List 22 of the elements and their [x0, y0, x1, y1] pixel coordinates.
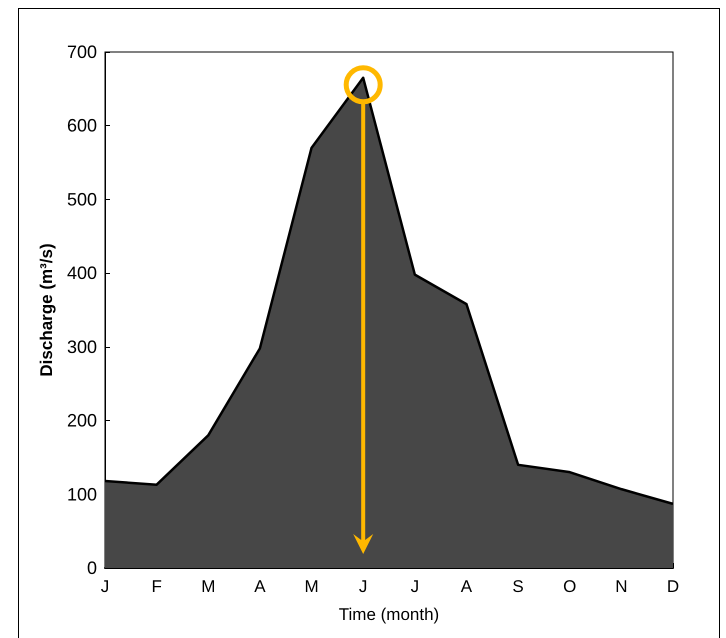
y-axis-title: Discharge (m³/s) — [37, 243, 56, 377]
y-tick-label: 200 — [66, 410, 97, 431]
y-tick-label: 600 — [66, 116, 97, 136]
x-axis-title: Time (month) — [338, 605, 440, 624]
x-tick-label: M — [201, 577, 216, 596]
x-tick-label: A — [254, 577, 266, 596]
y-tick-label: 500 — [66, 189, 97, 210]
x-tick-label: J — [100, 577, 110, 596]
x-tick-label: M — [304, 577, 319, 596]
y-tick-label: 100 — [66, 484, 97, 504]
y-tick-label: 400 — [66, 263, 97, 284]
y-tick-label: 0 — [86, 558, 97, 578]
x-tick-label: A — [460, 577, 473, 596]
x-tick-label: S — [512, 577, 524, 596]
y-tick-label: 300 — [66, 336, 97, 357]
x-tick-label: O — [563, 577, 576, 596]
x-tick-label: D — [666, 577, 680, 596]
y-tick-label: 700 — [66, 42, 97, 62]
x-tick-label: N — [615, 577, 628, 596]
x-tick-label: J — [358, 577, 368, 596]
x-tick-label: J — [410, 577, 420, 596]
x-tick-label: F — [151, 577, 162, 596]
